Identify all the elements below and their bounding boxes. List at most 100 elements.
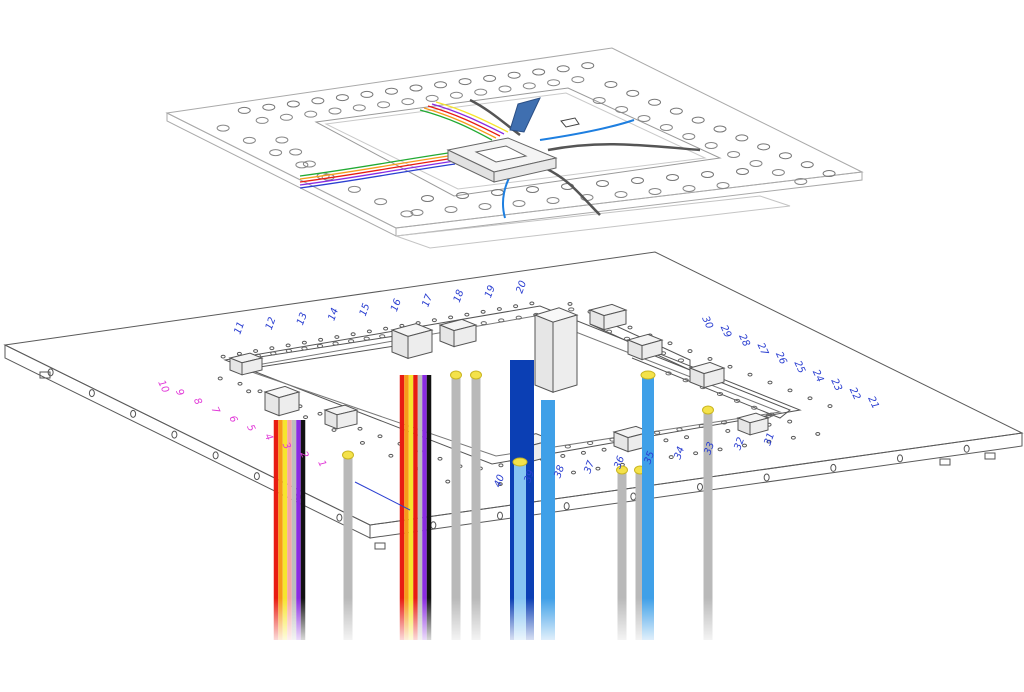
port-label: 27 bbox=[755, 341, 771, 358]
base-hole bbox=[498, 463, 504, 468]
grey-cable bbox=[471, 375, 481, 640]
upper-hole bbox=[592, 97, 606, 104]
rail-slot bbox=[332, 341, 339, 346]
upper-hole bbox=[304, 110, 318, 118]
grey-cable bbox=[703, 410, 713, 640]
upper-hole bbox=[216, 124, 230, 132]
upper-hole bbox=[556, 65, 570, 73]
upper-hole bbox=[682, 133, 696, 140]
upper-hole bbox=[614, 191, 628, 198]
port-label: 12 bbox=[264, 316, 279, 332]
upper-hole bbox=[532, 68, 546, 76]
port-label: 15 bbox=[358, 302, 373, 318]
edge-hole bbox=[430, 521, 437, 530]
upper-hole bbox=[384, 87, 398, 95]
upper-hole bbox=[255, 116, 269, 124]
connector-block bbox=[453, 324, 477, 348]
edge-hole bbox=[963, 444, 970, 453]
cable-ferrule bbox=[450, 370, 462, 380]
port-label: 37 bbox=[582, 459, 597, 475]
edge-hole bbox=[763, 473, 770, 482]
ribbon-wire bbox=[399, 375, 405, 640]
base-hole bbox=[717, 447, 723, 452]
base-hole bbox=[787, 419, 793, 424]
upper-lid-plate bbox=[165, 47, 864, 249]
base-hole bbox=[807, 396, 813, 401]
edge-hole bbox=[336, 513, 343, 522]
port-label: 36 bbox=[612, 455, 627, 471]
base-hole bbox=[437, 456, 443, 461]
port-label: 9 bbox=[173, 388, 186, 398]
light-blue-cable bbox=[642, 375, 654, 640]
port-label: 7 bbox=[209, 405, 222, 416]
connector-block bbox=[407, 329, 433, 360]
upper-hole bbox=[377, 101, 391, 109]
upper-hole bbox=[713, 125, 727, 133]
port-label: 38 bbox=[552, 464, 567, 480]
base-hole bbox=[725, 429, 731, 433]
upper-plate-wiring bbox=[299, 98, 701, 219]
ribbon-flex-cable bbox=[509, 97, 541, 133]
rail-slot bbox=[564, 444, 571, 449]
base-hole bbox=[480, 309, 486, 314]
base-hole bbox=[790, 435, 796, 440]
base-hole bbox=[448, 315, 454, 320]
upper-hole bbox=[822, 170, 836, 178]
base-hole bbox=[513, 304, 519, 309]
upper-hole bbox=[275, 136, 289, 144]
base-hole bbox=[571, 470, 576, 475]
cable-ferrule bbox=[342, 450, 354, 460]
base-hole bbox=[684, 435, 690, 440]
base-hole bbox=[246, 389, 252, 394]
rail-slot bbox=[363, 336, 370, 341]
upper-hole bbox=[648, 188, 662, 195]
base-hole bbox=[285, 343, 291, 348]
upper-hole bbox=[749, 160, 763, 167]
ribbon-wire bbox=[296, 420, 301, 640]
rail-slot bbox=[677, 358, 685, 363]
upper-hole bbox=[434, 81, 448, 89]
port-label: 21 bbox=[865, 395, 880, 411]
upper-hole bbox=[604, 80, 618, 88]
upper-hole bbox=[735, 134, 749, 142]
base-hole bbox=[220, 354, 226, 359]
rail-slot bbox=[751, 405, 758, 410]
base-hole bbox=[236, 351, 242, 356]
ribbon-wire bbox=[426, 375, 432, 640]
upper-hole bbox=[269, 149, 283, 157]
upper-hole bbox=[302, 160, 316, 168]
connector-block bbox=[641, 339, 663, 361]
ribbon-wire bbox=[278, 420, 283, 640]
base-hole bbox=[529, 301, 535, 306]
rail-slot bbox=[623, 336, 631, 341]
base-hole bbox=[359, 440, 365, 445]
cable-fade-overlay bbox=[0, 598, 1024, 648]
upper-hole bbox=[526, 186, 539, 193]
upper-hole bbox=[474, 88, 488, 96]
upper-hole bbox=[771, 169, 785, 176]
cable-ferrule bbox=[616, 465, 628, 475]
connector-block bbox=[603, 309, 627, 331]
ribbon-wire bbox=[291, 420, 297, 640]
base-hole bbox=[257, 389, 263, 394]
base-hole bbox=[580, 450, 586, 455]
edge-hole bbox=[130, 409, 137, 418]
orientation-arrow-icon bbox=[560, 117, 580, 128]
grey-cable bbox=[617, 470, 627, 640]
base-hole bbox=[742, 443, 747, 448]
cable-ferrule bbox=[702, 405, 714, 415]
rail-slot bbox=[676, 427, 683, 432]
rail-slot bbox=[682, 378, 689, 383]
port-label: 2 bbox=[298, 450, 311, 460]
upper-hole bbox=[778, 152, 792, 160]
port-label: 25 bbox=[792, 359, 807, 375]
upper-hole bbox=[491, 189, 504, 196]
ribbon-wire bbox=[273, 420, 279, 640]
base-hole bbox=[687, 349, 693, 353]
upper-hole bbox=[596, 180, 609, 187]
ribbon-wire bbox=[413, 375, 418, 640]
upper-hole bbox=[286, 100, 300, 108]
upper-hole bbox=[794, 178, 808, 185]
port-label: 28 bbox=[736, 332, 751, 348]
base-hole bbox=[667, 341, 673, 346]
